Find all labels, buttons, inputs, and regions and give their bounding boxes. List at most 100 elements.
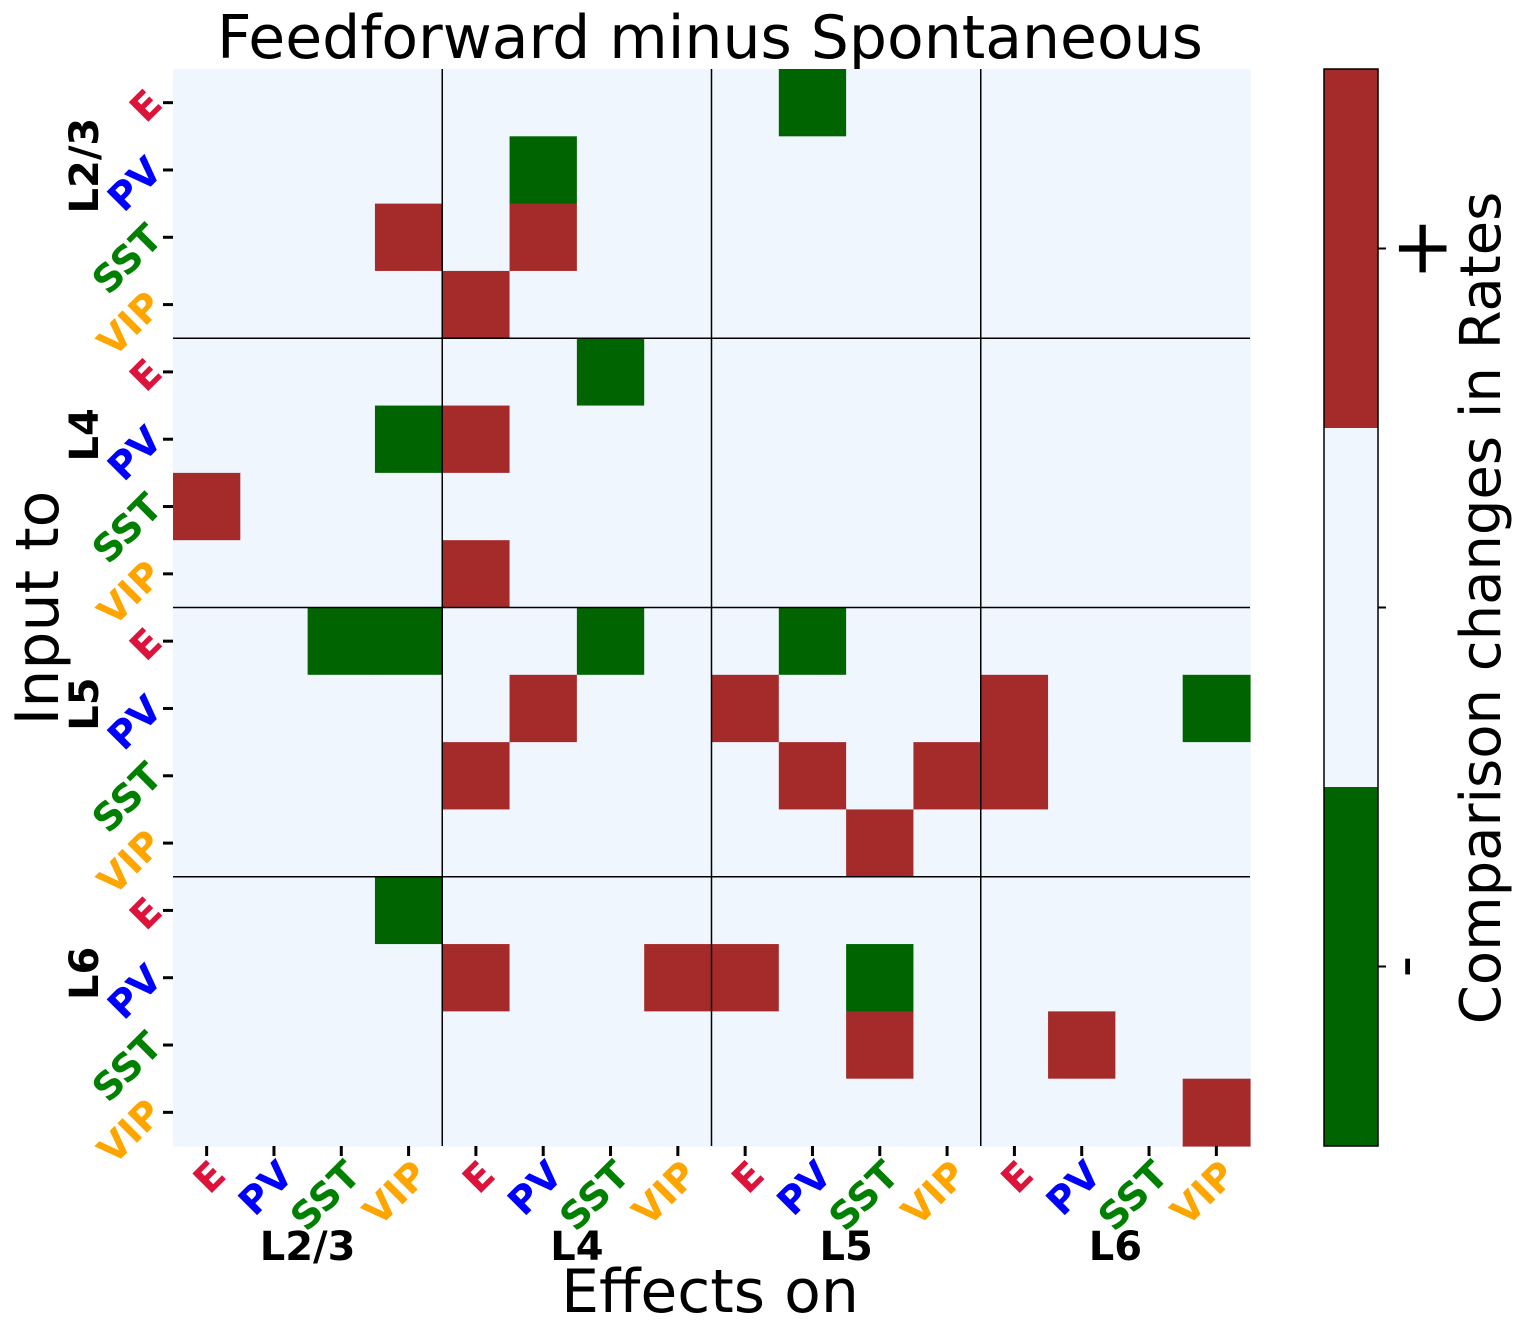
- heatmap-cell: [307, 472, 376, 541]
- heatmap-cell: [307, 338, 376, 407]
- heatmap-cell: [1115, 69, 1184, 137]
- heatmap-cell: [509, 607, 578, 676]
- heatmap-cell: [846, 944, 915, 1012]
- heatmap-cell: [778, 876, 847, 945]
- heatmap-cell: [778, 472, 847, 541]
- heatmap-cell: [442, 472, 511, 541]
- heatmap-cell: [711, 69, 780, 137]
- heatmap-cell: [778, 809, 847, 878]
- y-tick-label: SST: [84, 754, 171, 841]
- heatmap-cell: [711, 338, 780, 407]
- heatmap-cell: [307, 876, 376, 945]
- heatmap-cell: [576, 203, 645, 272]
- heatmap-cell: [913, 540, 982, 609]
- heatmap-cell: [1048, 203, 1116, 272]
- heatmap-cell: [778, 540, 847, 609]
- heatmap-cell: [307, 540, 376, 609]
- heatmap-cell: [711, 876, 780, 945]
- heatmap-cell: [307, 742, 376, 811]
- heatmap-cell: [1182, 136, 1251, 205]
- heatmap-cell: [711, 1011, 780, 1080]
- colorbar-label: Comparison changes in Rates: [1449, 192, 1514, 1025]
- heatmap-cell: [576, 338, 645, 407]
- heatmap-cell: [644, 270, 713, 339]
- heatmap-cell: [846, 742, 915, 811]
- heatmap-cell: [509, 472, 578, 541]
- heatmap-cell: [442, 809, 511, 878]
- heatmap-cell: [509, 270, 578, 339]
- heatmap-cell: [1182, 674, 1251, 743]
- heatmap-cell: [173, 607, 241, 676]
- x-tick-label: E: [992, 1152, 1041, 1201]
- heatmap-cell: [980, 270, 1049, 339]
- heatmap-cell: [1048, 270, 1116, 339]
- heatmap-cell: [846, 540, 915, 609]
- colorbar-tick-label-minus: -: [1369, 956, 1439, 978]
- heatmap-cell: [442, 1011, 511, 1080]
- heatmap-cell: [1115, 203, 1184, 272]
- heatmap-cell: [307, 69, 376, 137]
- heatmap-cell: [913, 809, 982, 878]
- heatmap-cell: [374, 607, 443, 676]
- heatmap-cell: [711, 809, 780, 878]
- y-tick-label: VIP: [89, 822, 171, 904]
- heatmap-cell: [644, 405, 713, 474]
- heatmap-cell: [644, 203, 713, 272]
- heatmap-cell: [509, 1011, 578, 1080]
- x-tick-label: VIP: [893, 1152, 975, 1234]
- heatmap-cell: [240, 944, 309, 1012]
- heatmap-cell: [374, 944, 443, 1012]
- heatmap-cell: [846, 876, 915, 945]
- heatmap-cell: [307, 136, 376, 205]
- heatmap-cell: [173, 540, 241, 609]
- y-tick-label: E: [121, 620, 170, 669]
- heatmap-cell: [644, 1011, 713, 1080]
- heatmap-cell: [442, 1078, 511, 1147]
- heatmap-cell: [980, 203, 1049, 272]
- heatmap-cell: [374, 674, 443, 743]
- heatmap-cell: [644, 540, 713, 609]
- heatmap-cell: [173, 136, 241, 205]
- y-tick-label: PV: [99, 956, 171, 1028]
- heatmap-cell: [1048, 674, 1116, 743]
- heatmap-cell: [778, 742, 847, 811]
- heatmap-cell: [1182, 203, 1251, 272]
- heatmap-cell: [442, 607, 511, 676]
- heatmap-cell: [913, 1011, 982, 1080]
- heatmap-cell: [1048, 338, 1116, 407]
- heatmap-cell: [846, 136, 915, 205]
- heatmap-cell: [980, 607, 1049, 676]
- layer-divider-lines: [173, 69, 1250, 1146]
- y-axis-label: Input to: [3, 491, 73, 726]
- heatmap-cell: [1182, 338, 1251, 407]
- heatmap-cell: [711, 405, 780, 474]
- heatmap-cell: [173, 69, 241, 137]
- heatmap-cell: [1182, 809, 1251, 878]
- heatmap-cell: [1048, 540, 1116, 609]
- heatmap-cell: [644, 742, 713, 811]
- heatmap-cell: [374, 472, 443, 541]
- x-axis-label: Effects on: [561, 1257, 859, 1327]
- heatmap-cell: [442, 69, 511, 137]
- heatmap-cell: [846, 270, 915, 339]
- heatmap-cell: [1182, 472, 1251, 541]
- heatmap-cell: [509, 203, 578, 272]
- heatmap-cell: [711, 472, 780, 541]
- heatmap-cell: [509, 540, 578, 609]
- heatmap-cell: [913, 607, 982, 676]
- heatmap-cell: [1048, 809, 1116, 878]
- heatmap-cell: [1115, 405, 1184, 474]
- heatmap-cell: [913, 136, 982, 205]
- y-tick-label: SST: [84, 1023, 171, 1110]
- heatmap-cell: [711, 944, 780, 1012]
- heatmap-cell: [778, 338, 847, 407]
- heatmap-cell: [1115, 1078, 1184, 1147]
- heatmap-cell: [1182, 270, 1251, 339]
- heatmap-cell: [576, 944, 645, 1012]
- heatmap-cell: [576, 809, 645, 878]
- heatmap-cell: [1182, 876, 1251, 945]
- heatmap-cell: [778, 1011, 847, 1080]
- heatmap-cell: [307, 203, 376, 272]
- x-layer-label: L2/3: [260, 1224, 356, 1270]
- heatmap-cell: [173, 472, 241, 541]
